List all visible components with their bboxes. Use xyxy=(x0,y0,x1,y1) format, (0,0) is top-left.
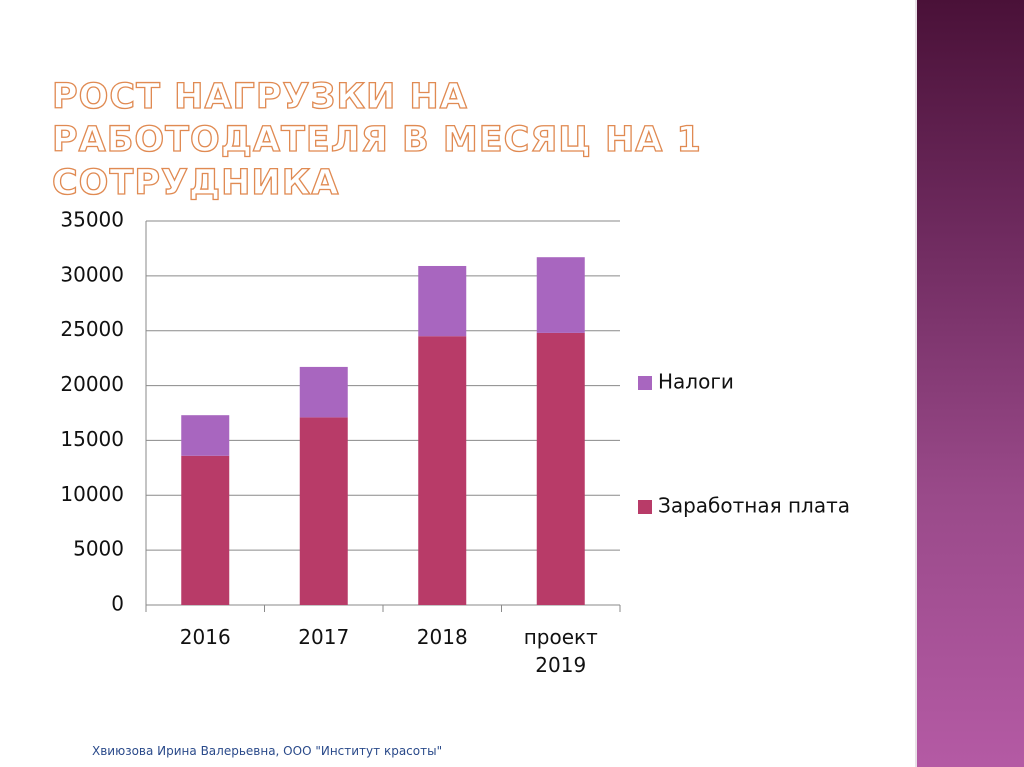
y-tick-label: 35000 xyxy=(60,208,124,232)
y-tick-label: 25000 xyxy=(60,317,124,341)
bar xyxy=(418,336,467,605)
legend-swatch xyxy=(638,376,652,390)
y-tick-label: 5000 xyxy=(73,537,124,561)
legend-label: Налоги xyxy=(658,370,734,394)
bar xyxy=(299,366,348,418)
footer: Хвиюзова Ирина Валерьевна, ООО "Институт… xyxy=(92,744,443,758)
chart-title: РОСТ НАГРУЗКИ НА РАБОТОДАТЕЛЯ В МЕСЯЦ НА… xyxy=(51,76,702,203)
legend-swatch xyxy=(638,500,652,514)
y-tick-label: 15000 xyxy=(60,427,124,451)
bar xyxy=(181,415,230,456)
chart: 0 5000 10000 15000 20000 25000 30000 35000 Налог… xyxy=(60,208,850,616)
x-tick-label: проект 2019 xyxy=(523,625,598,677)
bar xyxy=(299,417,348,605)
bar xyxy=(418,265,467,337)
x-tick-label: 2017 xyxy=(298,625,350,649)
y-tick-label: 30000 xyxy=(60,262,124,286)
y-tick-label: 20000 xyxy=(60,372,124,396)
bar xyxy=(181,455,230,605)
y-tick-label: 10000 xyxy=(60,482,124,506)
decor-stripe xyxy=(915,0,1024,767)
legend-label: Заработная плата xyxy=(658,494,850,518)
bar xyxy=(536,332,585,605)
bar xyxy=(536,257,585,333)
x-tick-label: 2016 xyxy=(179,625,231,649)
y-tick-label: 0 xyxy=(111,592,124,616)
x-tick-label: 2018 xyxy=(416,625,468,649)
